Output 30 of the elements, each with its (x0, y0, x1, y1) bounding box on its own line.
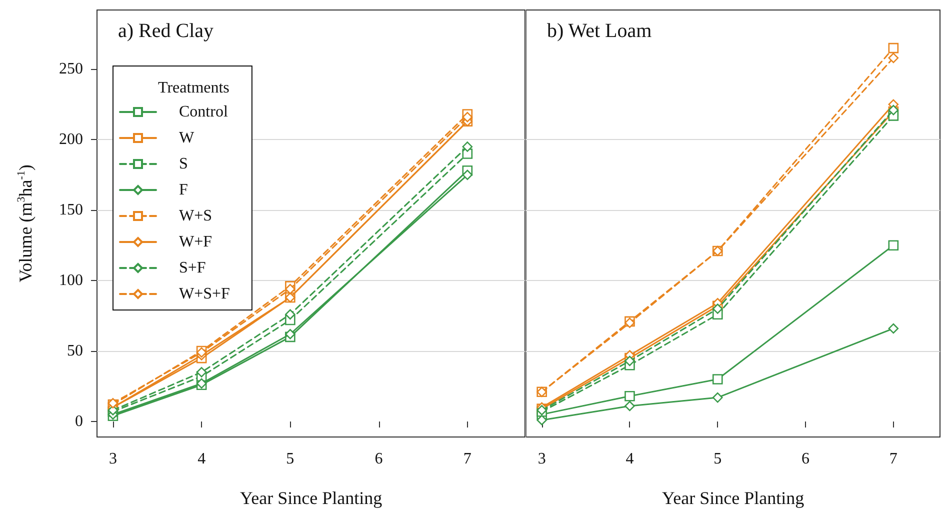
legend-label: Control (179, 104, 228, 120)
x-tick-label: 5 (714, 450, 722, 468)
x-tick-label: 4 (198, 450, 206, 468)
y-tick-label: 0 (75, 413, 83, 430)
legend-label: W (179, 130, 195, 146)
x-tick-label: 3 (538, 450, 546, 468)
legend-label: W+F (179, 234, 212, 250)
x-tick-label: 5 (286, 450, 294, 468)
legend-title: Treatments (158, 80, 230, 96)
legend-label: F (179, 182, 188, 198)
legend-label: S (179, 156, 188, 172)
text: a) Red Clay (118, 20, 214, 42)
y-tick-label: 100 (59, 272, 83, 290)
x-axis-title: Year Since Planting (240, 488, 382, 508)
x-axis-title: Year Since Planting (662, 488, 804, 508)
x-tick-label: 6 (374, 450, 383, 468)
x-tick-label: 7 (889, 450, 898, 468)
y-axis-title: Volume (m3ha-1) (16, 164, 36, 282)
legend-label: W+S+F (179, 286, 230, 302)
y-tick-label: 150 (59, 202, 83, 219)
text: b) Wet Loam (547, 20, 652, 42)
y-tick-label: 250 (59, 60, 83, 78)
y-tick-label: 50 (67, 342, 83, 360)
x-tick-label: 7 (463, 450, 472, 468)
x-tick-label: 4 (626, 450, 634, 468)
legend-label: S+F (179, 260, 206, 276)
legend-label: W+S (179, 208, 212, 224)
x-tick-label: 6 (802, 450, 810, 468)
x-tick-label: 3 (108, 450, 117, 468)
y-tick-label: 200 (59, 131, 83, 148)
